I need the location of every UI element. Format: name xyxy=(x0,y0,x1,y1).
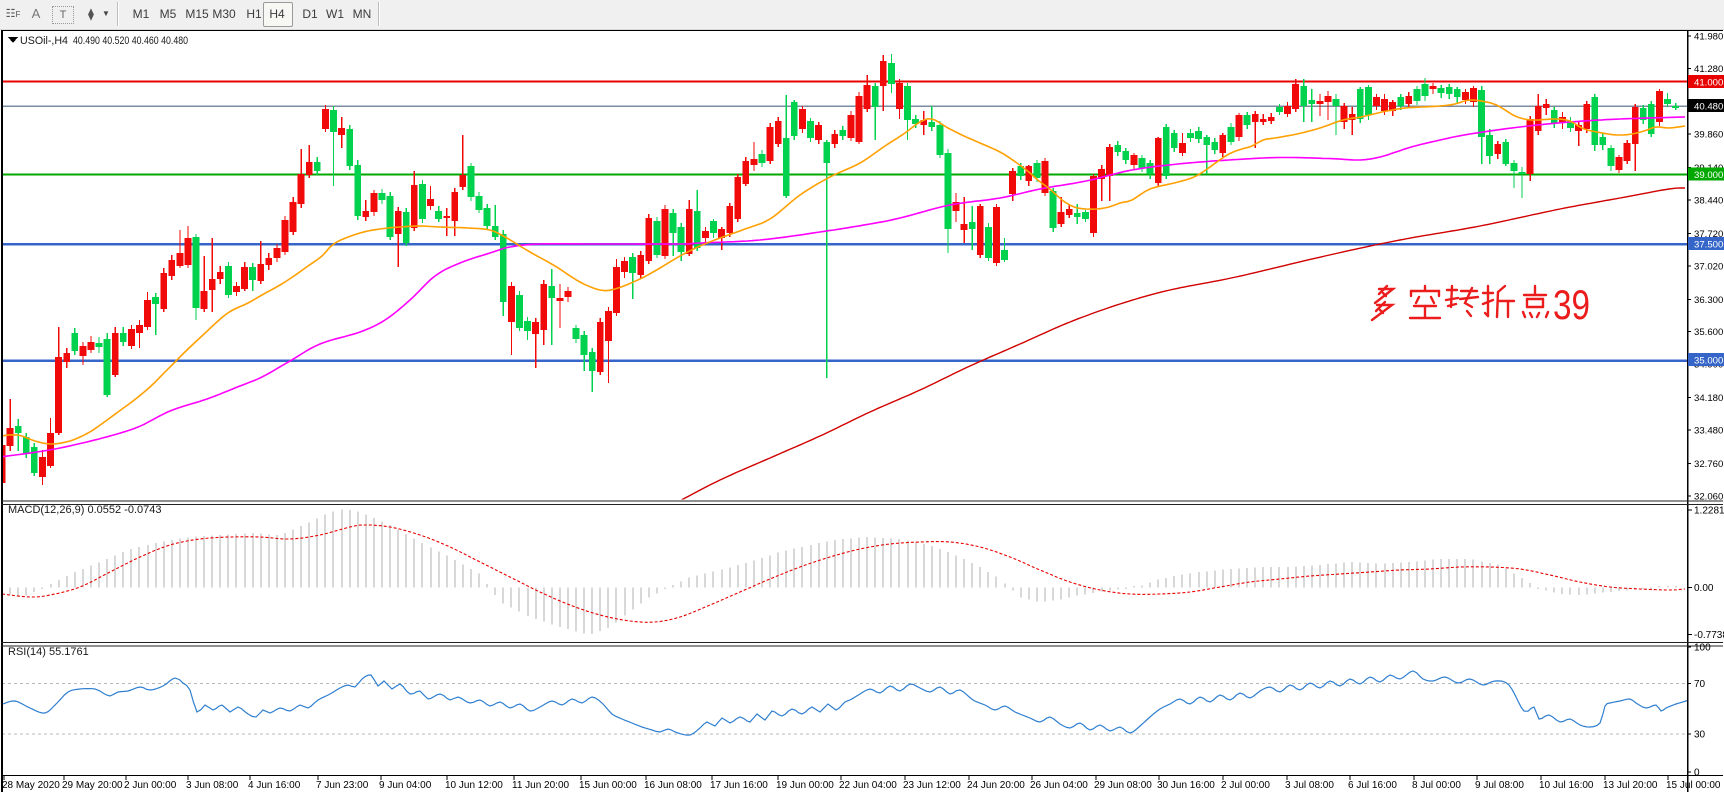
svg-text:41.980: 41.980 xyxy=(1694,32,1723,43)
svg-text:11 Jun 20:00: 11 Jun 20:00 xyxy=(512,780,570,791)
svg-text:16 Jun 08:00: 16 Jun 08:00 xyxy=(644,780,702,791)
svg-text:9 Jun 04:00: 9 Jun 04:00 xyxy=(379,780,432,791)
svg-text:9 Jul 08:00: 9 Jul 08:00 xyxy=(1475,780,1524,791)
svg-text:37.020: 37.020 xyxy=(1694,261,1723,272)
svg-text:3 Jul 08:00: 3 Jul 08:00 xyxy=(1285,780,1334,791)
svg-text:38.440: 38.440 xyxy=(1694,196,1723,207)
svg-text:-0.7738: -0.7738 xyxy=(1694,630,1724,641)
svg-text:28 May 2020: 28 May 2020 xyxy=(2,780,60,791)
svg-text:37.500: 37.500 xyxy=(1694,240,1723,251)
svg-text:22 Jun 04:00: 22 Jun 04:00 xyxy=(839,780,897,791)
svg-text:100: 100 xyxy=(1694,643,1711,654)
svg-text:30: 30 xyxy=(1694,730,1706,741)
svg-text:15 Jun 00:00: 15 Jun 00:00 xyxy=(579,780,637,791)
svg-text:8 Jul 00:00: 8 Jul 00:00 xyxy=(1412,780,1461,791)
svg-text:17 Jun 16:00: 17 Jun 16:00 xyxy=(710,780,768,791)
svg-text:4 Jun 16:00: 4 Jun 16:00 xyxy=(248,780,301,791)
svg-text:24 Jun 20:00: 24 Jun 20:00 xyxy=(967,780,1025,791)
svg-text:39.000: 39.000 xyxy=(1694,170,1723,181)
svg-text:41.000: 41.000 xyxy=(1694,77,1723,88)
svg-text:RSI(14) 55.1761: RSI(14) 55.1761 xyxy=(8,646,89,658)
svg-text:30 Jun 16:00: 30 Jun 16:00 xyxy=(1157,780,1215,791)
svg-text:10 Jun 12:00: 10 Jun 12:00 xyxy=(445,780,503,791)
svg-text:34.180: 34.180 xyxy=(1694,393,1723,404)
svg-text:29 Jun 08:00: 29 Jun 08:00 xyxy=(1094,780,1152,791)
svg-text:70: 70 xyxy=(1694,679,1706,690)
svg-text:6 Jul 16:00: 6 Jul 16:00 xyxy=(1348,780,1397,791)
svg-text:0.00: 0.00 xyxy=(1694,583,1714,594)
svg-text:32.760: 32.760 xyxy=(1694,459,1723,470)
svg-text:32.060: 32.060 xyxy=(1694,491,1723,502)
svg-text:2 Jun 00:00: 2 Jun 00:00 xyxy=(124,780,177,791)
svg-text:37.720: 37.720 xyxy=(1694,229,1723,240)
svg-text:2 Jul 00:00: 2 Jul 00:00 xyxy=(1221,780,1270,791)
svg-text:10 Jul 16:00: 10 Jul 16:00 xyxy=(1539,780,1594,791)
svg-text:33.480: 33.480 xyxy=(1694,426,1723,437)
svg-text:41.280: 41.280 xyxy=(1694,64,1723,75)
svg-text:0: 0 xyxy=(1694,768,1700,779)
svg-text:40.490 40.520 40.460 40.480: 40.490 40.520 40.460 40.480 xyxy=(73,35,188,47)
svg-text:13 Jul 20:00: 13 Jul 20:00 xyxy=(1603,780,1658,791)
svg-text:26 Jun 04:00: 26 Jun 04:00 xyxy=(1030,780,1088,791)
svg-text:3 Jun 08:00: 3 Jun 08:00 xyxy=(186,780,239,791)
svg-text:1.2281: 1.2281 xyxy=(1694,506,1724,517)
svg-text:39.860: 39.860 xyxy=(1694,130,1723,141)
svg-text:39: 39 xyxy=(1553,281,1590,328)
svg-text:29 May 20:00: 29 May 20:00 xyxy=(62,780,123,791)
svg-text:USOil-,H4: USOil-,H4 xyxy=(20,35,68,47)
svg-text:7 Jun 23:00: 7 Jun 23:00 xyxy=(316,780,369,791)
svg-text:19 Jun 00:00: 19 Jun 00:00 xyxy=(776,780,834,791)
svg-text:15 Jul 00:00: 15 Jul 00:00 xyxy=(1666,780,1721,791)
svg-text:MACD(12,26,9) 0.0552 -0.0743: MACD(12,26,9) 0.0552 -0.0743 xyxy=(8,504,161,516)
svg-text:36.300: 36.300 xyxy=(1694,295,1723,306)
svg-text:23 Jun 12:00: 23 Jun 12:00 xyxy=(903,780,961,791)
svg-text:40.480: 40.480 xyxy=(1694,102,1723,113)
svg-text:35.000: 35.000 xyxy=(1694,356,1723,367)
svg-text:35.600: 35.600 xyxy=(1694,327,1723,338)
